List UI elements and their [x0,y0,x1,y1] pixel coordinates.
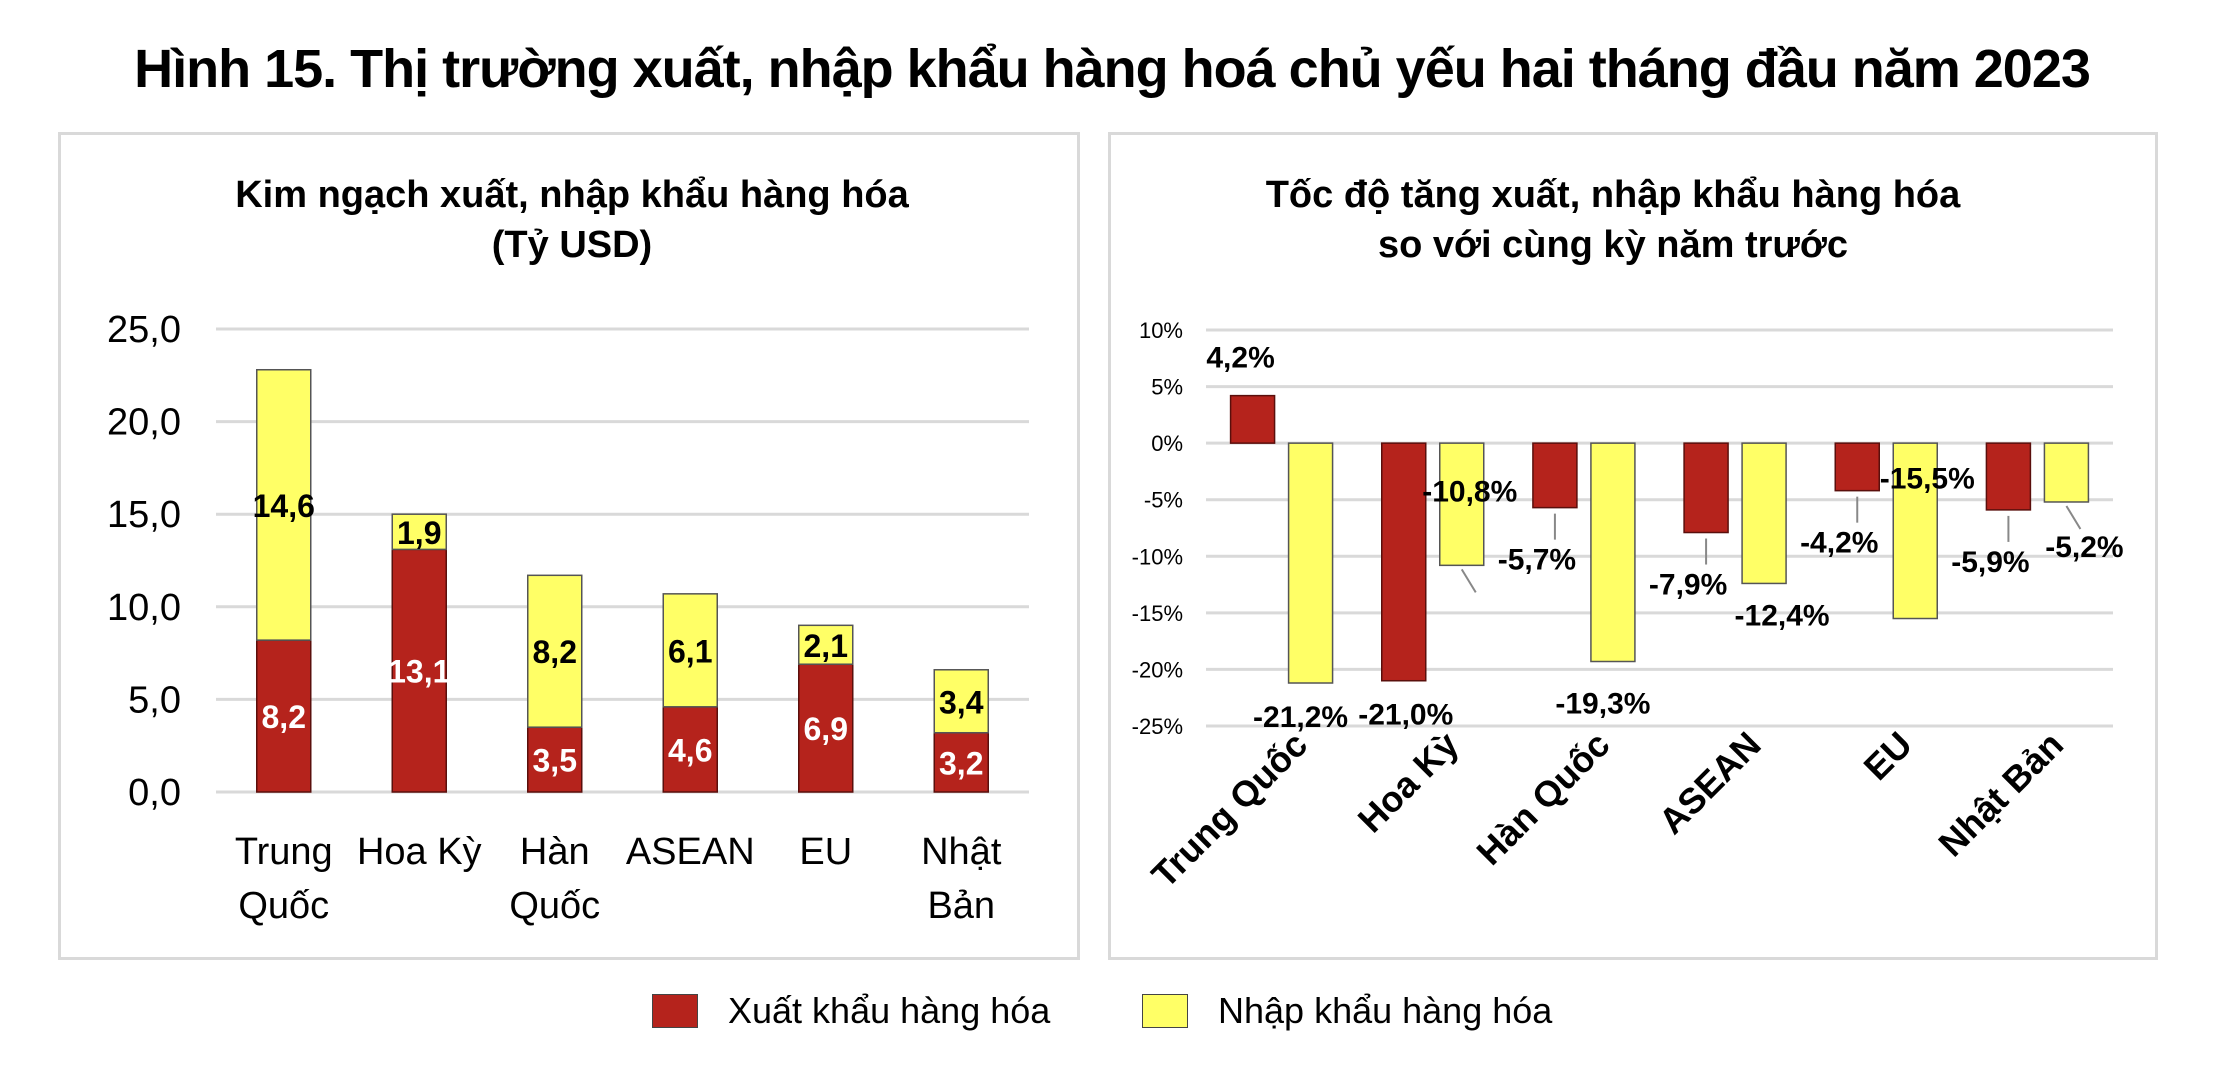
export-data-label: 8,2 [262,699,306,735]
import-bar [662,593,718,708]
y-tick-label: 10,0 [107,587,181,629]
import-bar [798,624,854,665]
export-data-label: 4,2% [1206,342,1274,375]
import-bar [933,669,989,734]
import-bar [1439,442,1485,567]
export-data-label: -7,9% [1649,569,1727,602]
import-data-label: 14,6 [253,488,315,524]
x-tick-label: Trung [235,831,333,873]
export-bar [1985,442,2032,511]
export-data-label: -4,2% [1800,527,1878,560]
export-data-label: 13,1 [388,654,450,690]
import-data-label: -21,2% [1253,701,1348,734]
legend-swatch-export [652,994,698,1028]
y-tick-label: -10% [1132,544,1183,569]
import-bar [1590,442,1636,663]
export-bar [933,731,989,793]
chart-title: Tốc độ tăng xuất, nhập khẩu hàng hóa [1266,174,1961,216]
growth-rate-panel: Tốc độ tăng xuất, nhập khẩu hàng hóa so v… [1108,132,2158,960]
export-data-label: -5,9% [1951,546,2029,579]
y-tick-label: 0% [1151,431,1183,456]
legend-swatch-import [1142,994,1188,1028]
import-bar [1741,442,1787,585]
x-tick-label: Quốc [238,885,329,927]
growth-chart: Tốc độ tăng xuất, nhập khẩu hàng hóa so v… [1132,174,2124,896]
export-data-label: -21,0% [1358,699,1453,732]
export-bar [1381,442,1427,682]
x-tick-label: Hoa Kỳ [357,831,482,873]
export-bar [1532,442,1578,509]
import-bar [391,513,447,551]
import-leader-line [1460,568,1477,593]
legend-item-export: Xuất khẩu hàng hóa [652,990,1050,1032]
x-tick-label: ASEAN [626,831,755,873]
y-tick-label: -15% [1132,601,1183,626]
export-data-label: 3,2 [939,745,983,781]
x-tick-label: Hàn [520,831,590,873]
x-tick-label: Hoa Kỳ [1350,724,1467,841]
y-tick-label: 0,0 [128,772,181,814]
y-tick-label: -25% [1132,714,1183,739]
legend-label-import: Nhập khẩu hàng hóa [1218,990,1553,1031]
y-tick-label: 25,0 [107,309,181,351]
y-tick-label: 5% [1151,375,1183,400]
export-bar [662,706,718,793]
x-tick-label: EU [1856,724,1920,788]
chart-subtitle: (Tỷ USD) [492,224,652,266]
import-bar [256,368,312,641]
import-bar [1892,442,1938,620]
import-bar [1287,442,1334,684]
legend-item-import: Nhập khẩu hàng hóa [1142,990,1552,1032]
y-tick-label: 10% [1139,318,1183,343]
export-data-label: 6,9 [804,711,848,747]
value-chart: Kim ngạch xuất, nhập khẩu hàng hóa (Tỷ US… [107,174,1029,927]
chart-subtitle: so với cùng kỳ năm trước [1378,224,1848,266]
export-data-label: 3,5 [533,743,577,779]
import-bar [2043,442,2090,503]
x-tick-label: Trung Quốc [1143,724,1315,896]
export-bar [527,726,583,793]
y-tick-label: -20% [1132,657,1183,682]
x-tick-label: Nhật [921,831,1002,873]
export-bar [391,548,447,793]
import-data-label: -10,8% [1422,475,1517,508]
export-data-label: -5,7% [1498,544,1576,577]
export-bar [256,639,312,793]
export-data-label: 4,6 [668,732,712,768]
import-data-label: 8,2 [533,634,577,670]
import-data-label: -5,2% [2045,531,2123,564]
export-bar [1834,442,1880,492]
export-bar [1683,442,1729,534]
x-tick-label: Hàn Quốc [1468,724,1617,873]
import-data-label: 3,4 [939,684,984,720]
legend: Xuất khẩu hàng hóa Nhập khẩu hàng hóa [0,990,2224,1050]
x-tick-label: Bản [927,885,995,927]
import-data-label: -19,3% [1555,688,1650,721]
y-tick-label: -5% [1144,488,1183,513]
legend-label-export: Xuất khẩu hàng hóa [728,990,1051,1031]
import-data-label: 2,1 [804,628,848,664]
import-data-label: 6,1 [668,633,712,669]
y-tick-label: 20,0 [107,402,181,444]
x-tick-label: EU [799,831,852,873]
figure-title: Hình 15. Thị trường xuất, nhập khẩu hàng… [134,39,2091,99]
import-data-label: 1,9 [397,515,441,551]
x-tick-label: Nhật Bản [1930,724,2071,865]
import-data-label: -12,4% [1735,599,1830,632]
y-tick-label: 5,0 [128,679,181,721]
import-bar [527,574,583,728]
x-tick-label: Quốc [509,885,600,927]
y-tick-label: 15,0 [107,494,181,536]
export-bar [798,663,854,793]
x-tick-label: ASEAN [1651,724,1769,842]
import-data-label: -15,5% [1880,463,1975,496]
chart-title: Kim ngạch xuất, nhập khẩu hàng hóa [235,174,909,216]
import-leader-line [2065,505,2082,530]
export-bar [1229,394,1276,444]
export-import-value-panel: Kim ngạch xuất, nhập khẩu hàng hóa (Tỷ US… [58,132,1080,960]
